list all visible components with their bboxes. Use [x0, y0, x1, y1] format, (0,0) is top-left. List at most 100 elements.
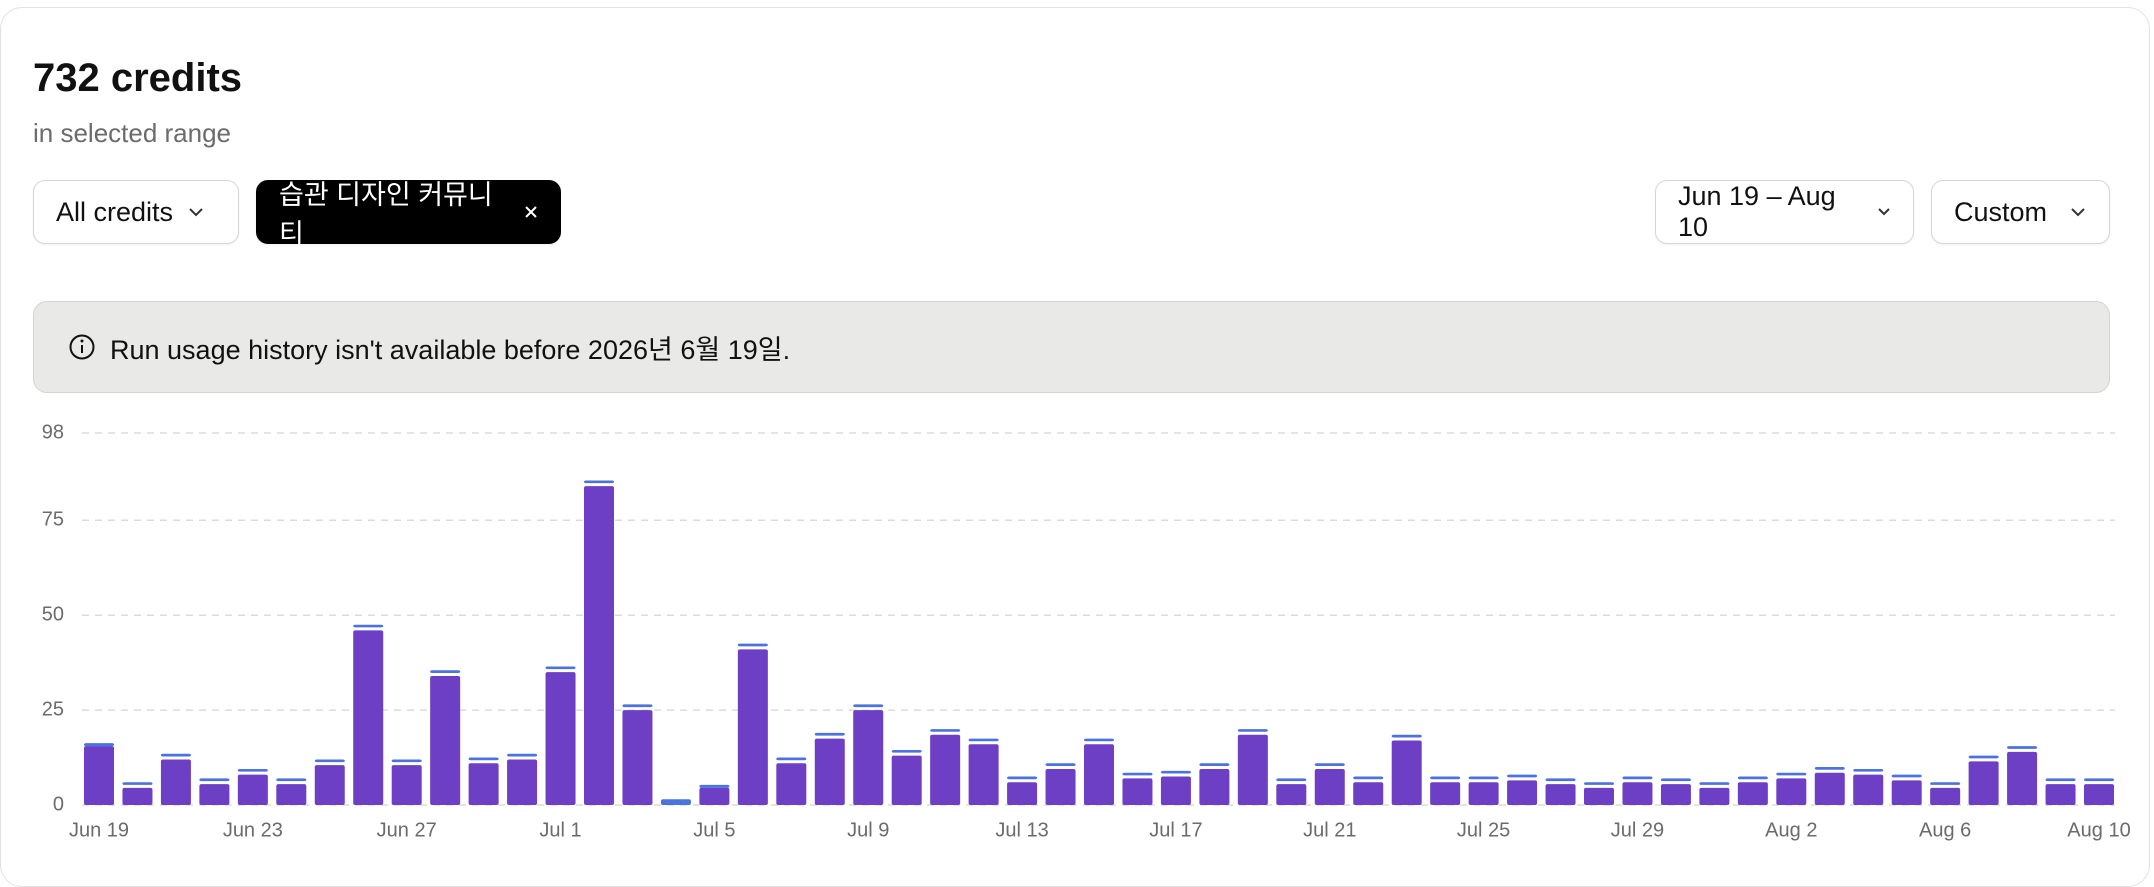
bar-segment: [545, 672, 576, 805]
bar-segment: [1699, 782, 1730, 785]
preset-dropdown[interactable]: Custom: [1931, 180, 2110, 244]
bar-segment: [968, 744, 999, 805]
bar-segment: [1314, 763, 1345, 766]
x-tick-label: Jul 5: [693, 819, 735, 841]
bar-segment: [1084, 744, 1114, 805]
y-tick-label: 98: [42, 421, 64, 443]
y-tick-label: 25: [42, 698, 64, 720]
bar-segment: [1622, 776, 1653, 780]
bar-segment: [1276, 778, 1307, 782]
bar-segment: [507, 759, 538, 805]
bar-segment: [1891, 780, 1922, 805]
x-tick-label: Jun 23: [223, 819, 283, 841]
bar-segment: [930, 734, 961, 805]
bar-segment: [1045, 768, 1076, 805]
bar-segment: [584, 486, 614, 805]
bar-segment: [276, 784, 307, 805]
bar-segment: [2007, 751, 2038, 805]
bar-segment: [2045, 778, 2076, 782]
title: 732 credits: [33, 56, 243, 100]
x-tick-label: Aug 2: [1765, 819, 1817, 841]
date-range-dropdown[interactable]: Jun 19 – Aug 10: [1655, 180, 1914, 244]
bar-segment: [1122, 778, 1153, 805]
bar-segment: [1314, 768, 1345, 805]
filter-tag[interactable]: 습관 디자인 커뮤니티: [256, 180, 561, 249]
bar-segment: [199, 784, 230, 805]
bar-segment: [1391, 740, 1422, 805]
bar-segment: [1007, 782, 1038, 805]
x-tick-label: Aug 6: [1919, 819, 1971, 841]
bar-segment: [737, 643, 768, 647]
credit-type-dropdown[interactable]: All credits: [33, 180, 239, 244]
bar-segment: [1507, 780, 1538, 805]
bar-segment: [968, 738, 999, 742]
x-tick-label: Jul 17: [1149, 819, 1202, 841]
bar-segment: [1776, 778, 1807, 805]
bar-segment: [891, 749, 922, 753]
bar-segment: [1891, 774, 1922, 778]
bar-segment: [160, 759, 191, 805]
remove-icon[interactable]: [523, 204, 538, 220]
bar-segment: [699, 787, 730, 805]
bar-segment: [160, 753, 191, 757]
x-tick-label: Jul 1: [539, 819, 581, 841]
chevron: [189, 208, 203, 217]
bar-segment: [1660, 778, 1691, 782]
bar-segment: [314, 759, 345, 763]
bar-segment: [237, 768, 268, 772]
bar-segment: [622, 710, 653, 805]
x-tick-label: Jul 13: [995, 819, 1048, 841]
x-tick-label: Jul 29: [1611, 819, 1664, 841]
bar-segment: [545, 666, 576, 670]
notice-text: Run usage history isn't available before…: [110, 334, 791, 365]
bar-segment: [1199, 763, 1230, 766]
chevron: [2071, 208, 2085, 217]
bar-segment: [1353, 782, 1384, 805]
bar-segment: [814, 732, 845, 736]
bar-segment: [1853, 774, 1884, 805]
chevron: [1878, 208, 1890, 216]
bar-segment: [1814, 767, 1845, 770]
bar-segment: [1930, 782, 1961, 785]
bar-segment: [468, 763, 499, 805]
x-tick-label: Jul 25: [1457, 819, 1510, 841]
bar-segment: [776, 757, 807, 761]
x-tick-label: Jul 21: [1303, 819, 1356, 841]
bar-segment: [891, 755, 922, 805]
dropdown-label: All credits: [56, 196, 174, 227]
bar-segment: [1622, 782, 1653, 805]
bar-segment: [1737, 782, 1768, 805]
dropdown-label: Jun 19 – Aug 10: [1678, 181, 1836, 242]
bar-segment: [1699, 787, 1730, 805]
bar-segment: [1968, 761, 1999, 805]
bar-segment: [1391, 734, 1422, 738]
x-tick-label: Jun 19: [69, 819, 129, 841]
bar-segment: [1353, 776, 1384, 780]
bar-segment: [430, 675, 461, 805]
bar-segment: [1545, 784, 1576, 805]
notice-banner: Run usage history isn't available before…: [33, 301, 2110, 393]
bar-segment: [1545, 778, 1576, 782]
tag-label: 습관 디자인 커뮤니티: [279, 180, 493, 249]
bar-segment: [237, 774, 268, 805]
x-tick-label: Jul 9: [847, 819, 889, 841]
bar-segment: [353, 624, 384, 628]
y-tick-label: 75: [42, 509, 64, 531]
x-tick-label: Aug 10: [2067, 819, 2130, 841]
bar-segment: [122, 782, 153, 785]
bar-segment: [2084, 784, 2114, 805]
bar-segment: [391, 765, 422, 805]
bar-segment: [814, 738, 845, 805]
x-tick-label: Jun 27: [377, 819, 437, 841]
bar-segment: [584, 480, 614, 484]
bar-segment: [507, 753, 538, 757]
bar-segment: [1776, 772, 1807, 776]
subtitle: in selected range: [33, 118, 232, 148]
y-tick-label: 50: [42, 603, 64, 625]
bar-segment: [2084, 778, 2114, 782]
bar-segment: [737, 649, 768, 805]
bar-segment: [1584, 782, 1614, 785]
bar-segment: [1199, 768, 1230, 805]
